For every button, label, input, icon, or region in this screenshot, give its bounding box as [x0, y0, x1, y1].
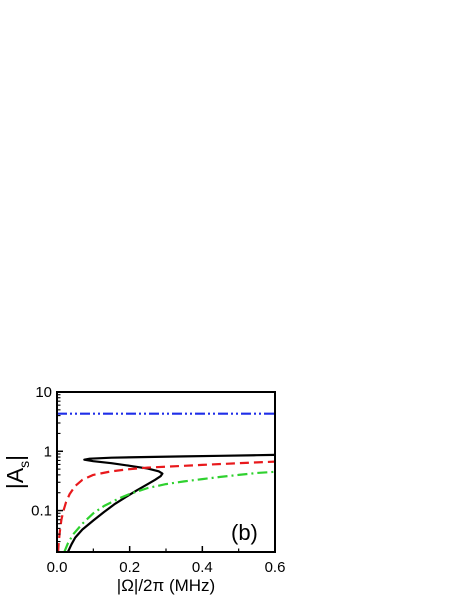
series-line-2: [57, 460, 275, 552]
series-layer: [57, 412, 275, 552]
y-ticks: 0.1 1 10: [31, 384, 63, 553]
x-tick-label: 0.0: [47, 559, 68, 576]
x-tick-label: 0.2: [119, 559, 140, 576]
y-tick-label: 1: [44, 443, 52, 460]
series-line-1: [66, 453, 275, 552]
x-axis-title: |Ω|/2π (MHz): [117, 576, 215, 595]
x-tick-label: 0.6: [265, 559, 286, 576]
x-ticks: 0.0 0.2 0.4 0.6: [47, 546, 286, 576]
y-axis-title-subscript: s: [16, 461, 32, 468]
y-axis-title: |As|: [2, 455, 32, 489]
y-axis-title-main: |A: [2, 467, 28, 489]
series-line-3: [63, 470, 275, 552]
x-tick-label: 0.4: [192, 559, 213, 576]
y-tick-label: 0.1: [31, 503, 52, 520]
y-axis-title-close: |: [2, 455, 28, 461]
panel-label: (b): [231, 520, 258, 545]
y-tick-label: 10: [35, 384, 52, 401]
